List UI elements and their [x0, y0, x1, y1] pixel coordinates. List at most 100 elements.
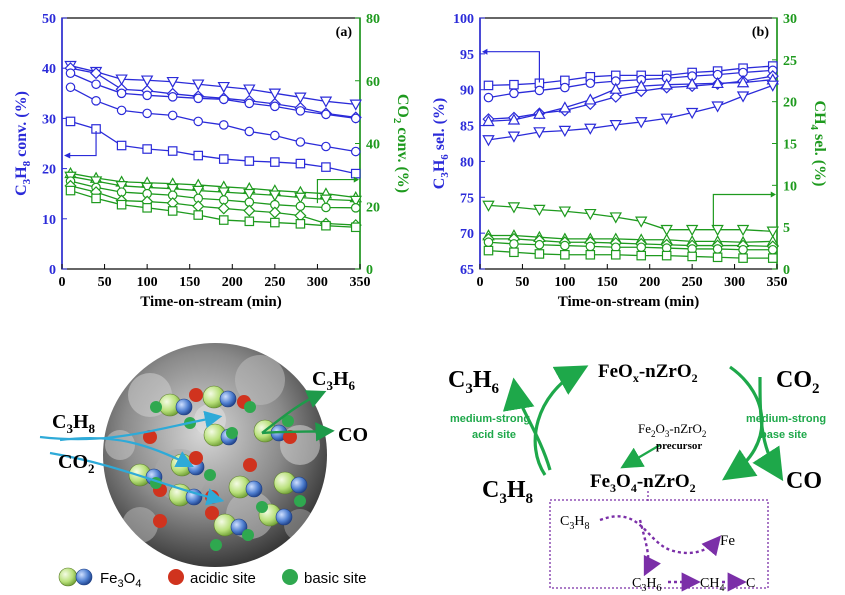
- box-label-ch4: CH4: [700, 576, 724, 594]
- series-5-point: [584, 208, 597, 221]
- y-right-tick-label: 20: [366, 200, 380, 215]
- x-axis-label: Time-on-stream (min): [558, 294, 700, 310]
- series-7-point: [321, 202, 331, 213]
- y-left-tick-label: 40: [42, 62, 56, 77]
- fe3o4-blue-sphere: [245, 480, 263, 498]
- series-2-point: [244, 98, 255, 109]
- series-4-point: [295, 158, 306, 169]
- chart-b: 0 50 100 150 200 250 300 350 65 70 75 80 85 90 95 100 0 5…: [431, 12, 828, 310]
- acidic-site-dot: [143, 430, 157, 444]
- series-4-point: [218, 154, 229, 164]
- y-right-tick-label: 0: [366, 263, 373, 278]
- series-2-point: [609, 90, 622, 103]
- x-tick-label: 100: [554, 275, 575, 290]
- label-co2-reactant: CO2: [58, 451, 95, 476]
- box-label-c: C: [746, 576, 755, 591]
- acidic-site-dot: [189, 451, 203, 465]
- series-0-point: [268, 88, 282, 100]
- series-1-point: [534, 85, 545, 96]
- y-right-tick-label: 25: [783, 54, 797, 69]
- series-1-point: [585, 78, 596, 89]
- x-tick-label: 0: [59, 275, 66, 290]
- coke-pathway-box: [549, 499, 769, 589]
- series-5-point: [766, 226, 779, 238]
- y-left-tick-label: 0: [49, 263, 56, 278]
- series-7: [65, 176, 361, 213]
- label-acid-site-1: medium-strong: [450, 413, 530, 425]
- fe3o4-blue-sphere: [230, 518, 248, 536]
- series-6: [64, 171, 362, 208]
- label-feox-nzro2: FeOx-nZrO2: [598, 361, 698, 385]
- series-3-point: [218, 120, 229, 130]
- series-6-point: [89, 176, 103, 188]
- series-6-point: [349, 195, 362, 208]
- series-3-point: [533, 107, 546, 119]
- series-9-line: [70, 189, 356, 228]
- series-9-point: [193, 210, 204, 220]
- y-right-axis-label: CH4 sel. (%): [808, 101, 828, 187]
- series-9-point: [142, 203, 152, 213]
- series-9-point: [65, 185, 76, 196]
- legend-fe3o4: Fe3O4: [100, 570, 141, 590]
- series-9-point: [767, 253, 778, 263]
- series-4-point: [116, 140, 127, 151]
- series-9-point: [560, 249, 570, 260]
- label-acid-site-2: acid site: [472, 429, 516, 441]
- y-left-tick-label: 65: [460, 263, 474, 278]
- label-c3h8-reactant: C3H8: [52, 411, 96, 436]
- series-2-point: [91, 79, 101, 90]
- series-6-point: [192, 185, 205, 198]
- y-left-axis-label: C3H8 conv. (%): [13, 91, 33, 196]
- series-1-line: [70, 67, 356, 119]
- series-8-point: [243, 204, 256, 217]
- series-3-point: [270, 130, 280, 141]
- series-3-point: [507, 113, 521, 125]
- x-tick-label: 150: [179, 275, 200, 290]
- series-3-point: [482, 114, 495, 127]
- x-tick-label: 300: [724, 275, 745, 290]
- x-tick-label: 350: [767, 275, 788, 290]
- series-5-line: [70, 172, 356, 199]
- series-5-point: [635, 216, 648, 228]
- series-2-point: [350, 113, 361, 124]
- label-precursor: precursor: [656, 440, 702, 452]
- label-co-product: CO: [338, 424, 368, 446]
- series-9-point: [661, 250, 672, 261]
- series-6-point: [140, 182, 154, 194]
- series-8-point: [268, 206, 281, 219]
- series-9-point: [509, 247, 519, 258]
- y-left-tick-label: 90: [460, 84, 474, 99]
- series-4-point: [507, 131, 521, 143]
- series-9-point: [712, 252, 723, 263]
- series-9-point: [91, 193, 101, 204]
- series-3-point: [167, 110, 178, 121]
- y-left-tick-label: 10: [42, 213, 56, 228]
- series-2: [65, 68, 361, 124]
- sem-particle-image: [103, 343, 327, 567]
- series-2-point: [295, 106, 306, 116]
- series-4-point: [193, 150, 204, 161]
- label-base-site-2: base site: [760, 429, 807, 441]
- series-4-point: [167, 146, 178, 156]
- basic-site-dot: [294, 495, 306, 507]
- series-9-point: [738, 253, 748, 263]
- series-9-point: [610, 249, 621, 260]
- precursor-arrow: [620, 444, 661, 469]
- x-tick-label: 250: [264, 275, 285, 290]
- series-5-point: [533, 204, 546, 217]
- x-tick-label: 200: [639, 275, 660, 290]
- series-9: [65, 185, 361, 233]
- series-5-point: [711, 224, 724, 237]
- reactant-arrows: [39, 390, 335, 506]
- redox-cycle-arrows: [502, 365, 784, 482]
- x-tick-label: 50: [515, 275, 529, 290]
- y-right-tick-label: 10: [783, 179, 797, 194]
- series-4-point: [766, 80, 779, 92]
- series-0-point: [509, 79, 519, 90]
- series-9-point: [244, 216, 255, 227]
- series-8-point: [217, 202, 230, 215]
- basic-site-dot: [226, 427, 238, 439]
- series-6-point: [217, 187, 230, 199]
- x-tick-label: 100: [137, 275, 158, 290]
- series-3-point: [193, 116, 204, 127]
